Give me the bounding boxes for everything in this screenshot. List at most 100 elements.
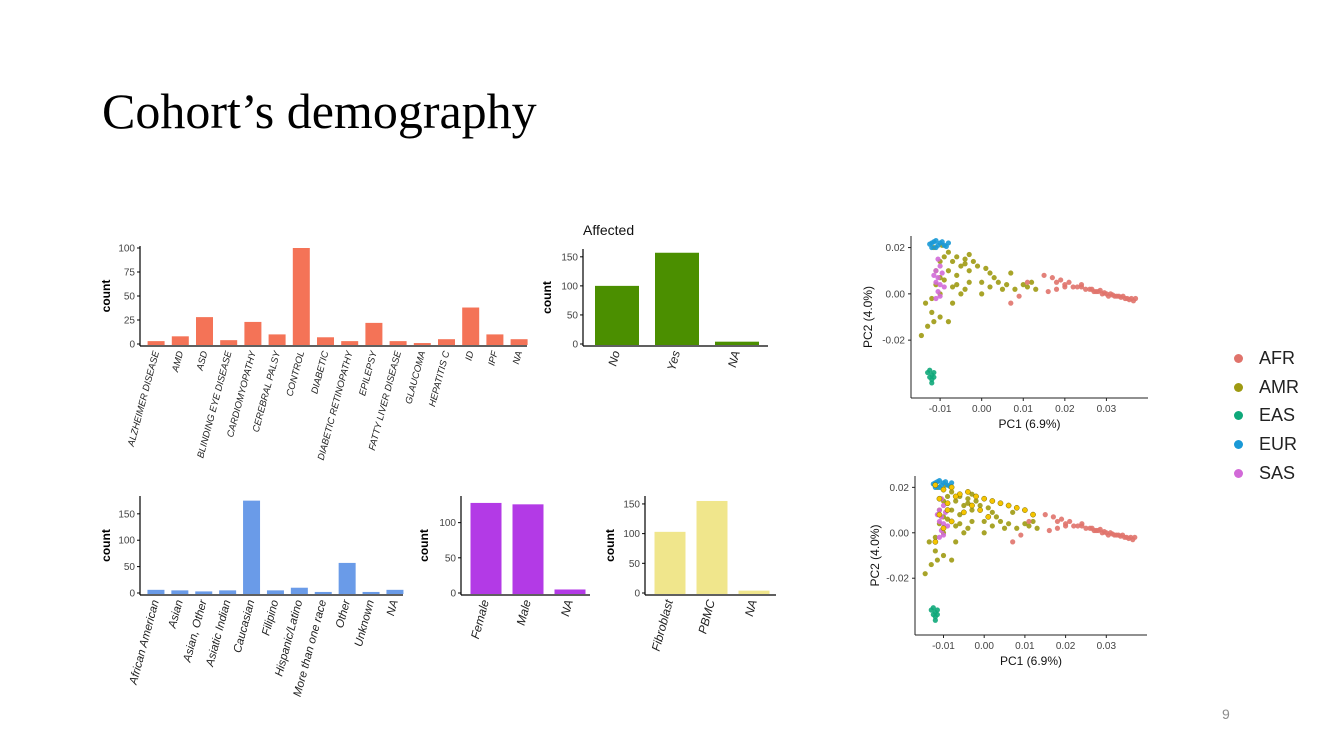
point [1067, 518, 1073, 525]
overlay-point [997, 500, 1004, 507]
point [1020, 282, 1026, 288]
x-tick-label: 0.03 [1097, 404, 1117, 415]
bar-na [386, 589, 404, 594]
point [1050, 514, 1056, 520]
y-axis-label: PC2 (4.0%) [868, 524, 882, 586]
point [993, 514, 1000, 520]
y-tick-label: 0 [129, 589, 135, 600]
point [933, 295, 939, 302]
point [928, 561, 934, 568]
point [953, 539, 959, 545]
x-tick-label: IPF [486, 349, 501, 367]
y-tick-label: 50 [629, 559, 641, 570]
point [954, 254, 960, 260]
x-tick-label: No [605, 349, 623, 368]
point [1001, 525, 1008, 531]
point [925, 323, 931, 329]
series-overlay [932, 482, 1036, 545]
overlay-point [936, 511, 943, 518]
point [1078, 282, 1085, 288]
point [1053, 279, 1060, 285]
x-tick-label: -0.01 [929, 404, 952, 415]
point [930, 611, 936, 618]
series-sas [934, 496, 951, 540]
y-tick-label: 0.00 [890, 528, 910, 539]
point [1046, 527, 1052, 534]
legend-dot-icon [1234, 469, 1243, 479]
y-tick-label: 50 [124, 292, 136, 303]
point [981, 530, 987, 536]
point [949, 258, 956, 265]
bar-unknown [362, 591, 380, 594]
y-axis-label: count [417, 529, 431, 562]
y-tick-label: 0 [572, 340, 578, 351]
point [949, 507, 955, 513]
point [939, 239, 945, 245]
bar-hepatitis-c [438, 339, 455, 345]
bar-cardiomyopathy [244, 321, 262, 345]
bar-na [554, 589, 586, 594]
point [925, 369, 931, 376]
overlay-point [936, 495, 943, 502]
point [1041, 272, 1047, 278]
point [958, 263, 964, 269]
legend-dot-icon [1234, 353, 1243, 363]
x-tick-label: -0.01 [932, 641, 955, 652]
point [935, 275, 941, 281]
bar-glaucoma [413, 343, 431, 345]
point [922, 300, 929, 306]
bar-male [512, 504, 544, 594]
ancestry-legend: AFR AMR EAS EUR SAS [1228, 344, 1299, 488]
legend-item-sas: SAS [1228, 459, 1299, 488]
point [1089, 286, 1095, 292]
bar-asian-other [195, 591, 213, 594]
point [932, 548, 938, 554]
point [1093, 288, 1099, 295]
point [1122, 295, 1128, 302]
y-axis-label: count [99, 280, 113, 313]
point [931, 319, 937, 325]
y-tick-label: 150 [561, 252, 578, 263]
point [995, 279, 1001, 285]
point [1126, 535, 1132, 542]
bar-caucasian [243, 500, 261, 594]
point [1079, 521, 1085, 527]
y-tick-label: 0.00 [886, 289, 906, 300]
x-tick-label: Yes [664, 349, 683, 372]
point [1089, 525, 1095, 531]
point [1028, 279, 1035, 285]
point [969, 491, 975, 497]
point [966, 279, 972, 285]
y-axis-label: count [99, 529, 113, 562]
point [969, 507, 975, 513]
slide-number: 9 [1222, 706, 1230, 722]
point [1130, 298, 1137, 304]
x-tick-label: NA [725, 349, 743, 369]
series-eur [927, 238, 952, 251]
point [944, 523, 951, 529]
overlay-point [965, 489, 971, 495]
x-tick-label: NA [385, 598, 401, 617]
point [936, 534, 943, 540]
overlay-point [944, 507, 951, 513]
point [983, 265, 989, 271]
point [943, 243, 949, 250]
point [961, 530, 967, 536]
point [981, 518, 987, 525]
point [987, 270, 993, 276]
y-tick-label: 0 [634, 589, 640, 600]
point [1122, 534, 1128, 540]
point [934, 557, 940, 563]
point [1062, 284, 1068, 290]
point [939, 270, 945, 276]
bar-epilepsy [365, 322, 383, 345]
point [1071, 523, 1077, 529]
point [1053, 286, 1060, 292]
legend-label: EAS [1259, 405, 1296, 426]
x-tick-label: NA [742, 598, 760, 618]
point [1110, 292, 1116, 298]
bar-asian [171, 590, 189, 594]
y-tick-label: 25 [124, 316, 136, 327]
